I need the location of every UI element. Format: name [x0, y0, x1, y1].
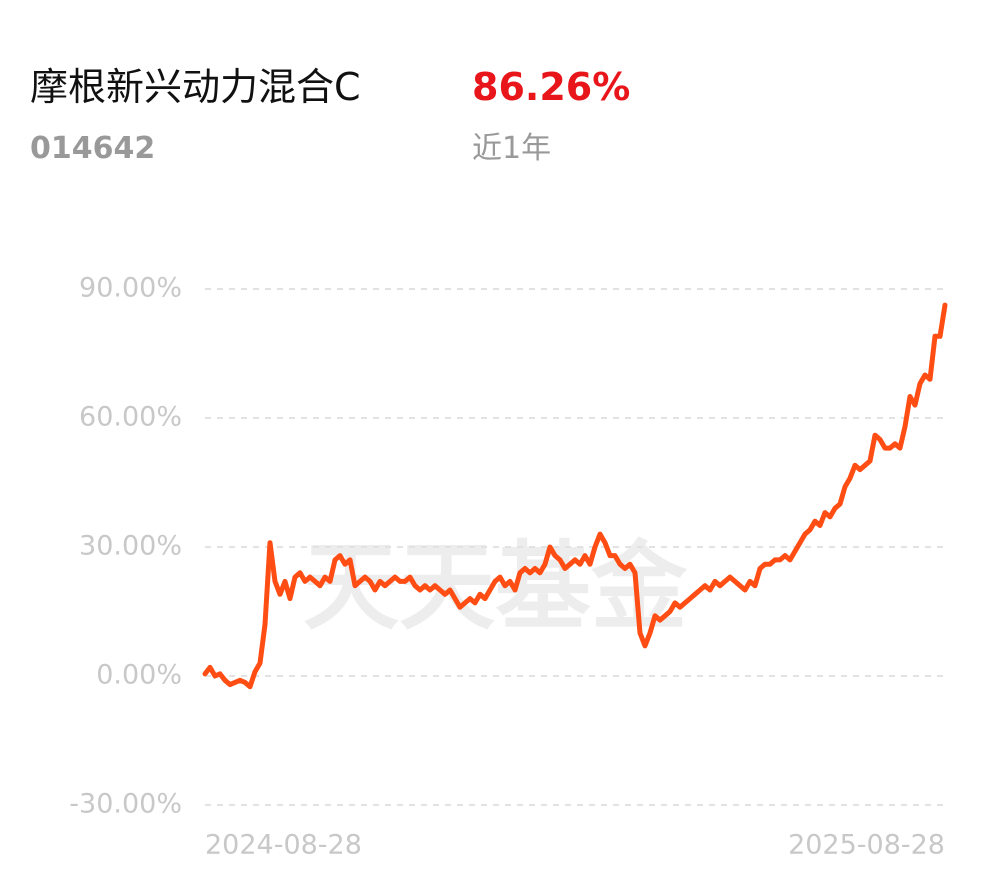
y-tick-label: 30.00%	[79, 531, 182, 562]
y-tick-label: 60.00%	[79, 402, 182, 433]
period: 近1年	[472, 131, 551, 166]
watermark: 天天基金	[303, 531, 688, 643]
x-tick-label: 2025-08-28	[788, 830, 945, 861]
line	[202, 302, 948, 690]
fund-title: 摩根新兴动力混合C	[30, 65, 361, 109]
y-tick-label: 90.00%	[79, 273, 182, 304]
y-tick-label: 0.00%	[96, 660, 182, 691]
fund-return: 86.26%	[472, 65, 630, 109]
x-tick-label: 2024-08-28	[205, 830, 362, 861]
y-tick-label: -30.00%	[69, 789, 182, 820]
fund-code: 014642	[30, 131, 155, 166]
